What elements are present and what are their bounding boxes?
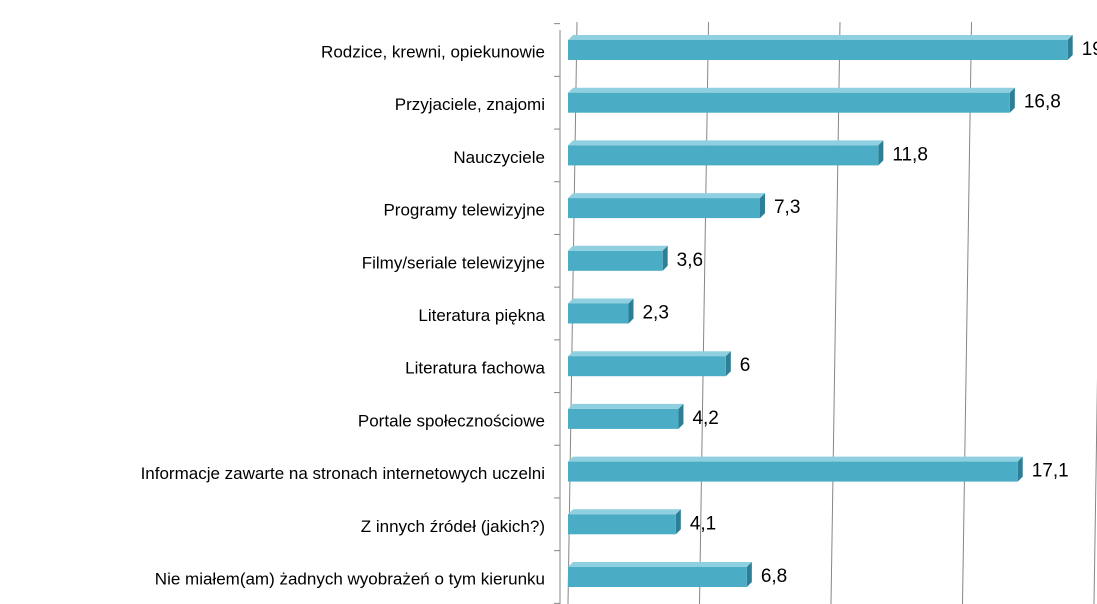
data-label: 11,8 bbox=[892, 144, 928, 165]
bar-side bbox=[1067, 35, 1073, 60]
grid-line bbox=[699, 21, 709, 604]
bar-side bbox=[725, 351, 731, 377]
bar-side bbox=[759, 193, 765, 219]
bar bbox=[568, 198, 760, 219]
y-tick-label: Przyjaciele, znajomi bbox=[395, 95, 545, 114]
y-tick-label: Nie miałem(am) żadnych wyobrażeń o tym k… bbox=[155, 569, 545, 588]
bar-side bbox=[628, 298, 634, 324]
bar-top bbox=[568, 403, 684, 409]
y-tick-label: Z innych źródeł (jakich?) bbox=[361, 517, 545, 536]
bar-top bbox=[568, 193, 765, 199]
data-label: 4,1 bbox=[690, 513, 716, 534]
bar-top bbox=[568, 351, 731, 357]
bar bbox=[568, 408, 679, 429]
bar bbox=[568, 514, 676, 535]
data-label: 2,3 bbox=[642, 303, 668, 324]
data-label: 4,2 bbox=[692, 408, 718, 429]
bar bbox=[568, 40, 1068, 60]
bar bbox=[568, 567, 747, 587]
bar bbox=[568, 303, 629, 324]
data-label: 6,8 bbox=[761, 566, 787, 587]
bar bbox=[568, 145, 879, 166]
bar-top bbox=[568, 87, 1015, 93]
bar-side bbox=[662, 245, 668, 271]
bar-side bbox=[1017, 456, 1023, 482]
y-tick-label: Rodzice, krewni, opiekunowie bbox=[321, 42, 545, 61]
data-label: 17,1 bbox=[1032, 461, 1069, 482]
bar bbox=[568, 92, 1010, 113]
data-label: 19 bbox=[1082, 39, 1097, 60]
data-label: 6 bbox=[740, 355, 751, 376]
grid-line bbox=[830, 21, 841, 604]
bar-side bbox=[678, 403, 684, 429]
y-tick-label: Portale społecznościowe bbox=[358, 411, 545, 430]
y-tick-label: Informacje zawarte na stronach interneto… bbox=[141, 464, 545, 483]
grid-line bbox=[962, 21, 972, 604]
bar-top bbox=[568, 562, 752, 567]
bar-side bbox=[1009, 87, 1015, 113]
y-tick-label: Nauczyciele bbox=[453, 148, 545, 167]
grid-line bbox=[1093, 377, 1097, 604]
bar-side bbox=[675, 509, 681, 535]
data-label: 16,8 bbox=[1024, 92, 1061, 113]
bar-top bbox=[568, 456, 1023, 462]
bar-top bbox=[568, 35, 1073, 40]
bar-top bbox=[568, 140, 884, 146]
bar-side bbox=[878, 140, 884, 166]
bar-top bbox=[568, 245, 668, 251]
y-tick-label: Literatura piękna bbox=[418, 306, 545, 325]
data-label: 3,6 bbox=[677, 250, 703, 271]
y-tick-label: Programy telewizyjne bbox=[383, 201, 545, 220]
y-tick-label: Literatura fachowa bbox=[405, 359, 545, 378]
bar bbox=[568, 250, 663, 271]
data-label: 7,3 bbox=[774, 197, 800, 218]
bar-top bbox=[568, 298, 634, 304]
bar bbox=[568, 356, 726, 377]
y-tick-label: Filmy/seriale telewizyjne bbox=[362, 253, 545, 272]
bar-side bbox=[746, 562, 752, 587]
bar bbox=[568, 461, 1018, 482]
bar-top bbox=[568, 509, 681, 515]
